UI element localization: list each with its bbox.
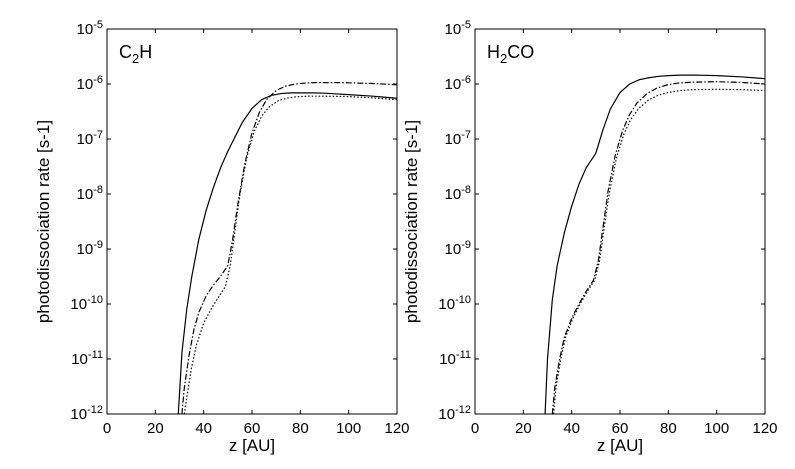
x-tick-label: 0 [471, 420, 479, 437]
x-axis-label: z [AU] [597, 436, 643, 455]
x-tick-label: 80 [292, 420, 309, 437]
y-tick-label: 10-10 [438, 294, 471, 313]
x-tick-label: 60 [612, 420, 629, 437]
y-tick-label: 10-10 [70, 294, 103, 313]
y-tick-label: 10-12 [438, 404, 471, 423]
x-tick-label: 20 [515, 420, 532, 437]
y-tick-label: 10-12 [70, 404, 103, 423]
plot-frame [474, 28, 766, 415]
y-tick-label: 10-9 [77, 239, 103, 258]
series-line-solid [177, 92, 397, 414]
x-tick-label: 40 [563, 420, 580, 437]
series-line-dashdot [551, 81, 765, 414]
y-tick-label: 10-11 [439, 349, 471, 368]
y-tick-label: 10-6 [445, 74, 471, 93]
y-tick-label: 10-11 [71, 349, 103, 368]
x-tick-label: 120 [752, 420, 777, 437]
x-tick-label: 60 [244, 420, 261, 437]
x-tick-label: 80 [660, 420, 677, 437]
panel-title: C2H [119, 42, 152, 66]
y-tick-label: 10-8 [77, 184, 103, 203]
series-line-dotted [183, 95, 397, 414]
y-tick-label: 10-5 [445, 19, 471, 38]
panel-title: H2CO [487, 42, 534, 66]
panel-h2co: 0 20 40 60 80 100 120 10-12 10-11 10-10 10-9 10-8 10… [402, 19, 778, 455]
y-tick-label: 10-9 [445, 239, 471, 258]
y-tick-label: 10-7 [77, 129, 103, 148]
series-line-solid [544, 74, 765, 414]
x-tick-label: 100 [704, 420, 729, 437]
y-axis-label: photodissociation rate [s-1] [34, 120, 53, 323]
x-tick-label: 40 [195, 420, 212, 437]
x-axis-label: z [AU] [229, 436, 275, 455]
plot-frame [106, 28, 398, 415]
x-tick-label: 100 [336, 420, 361, 437]
y-tick-label: 10-7 [445, 129, 471, 148]
series-line-dashdot [181, 82, 397, 414]
panel-c2h: 0 20 40 60 80 100 120 10-12 10-11 10-10 10-9 10-8 10… [34, 19, 410, 455]
y-axis-label: photodissociation rate [s-1] [402, 120, 421, 323]
x-tick-label: 20 [147, 420, 164, 437]
y-tick-label: 10-6 [77, 74, 103, 93]
x-tick-label: 120 [384, 420, 409, 437]
y-tick-label: 10-8 [445, 184, 471, 203]
y-tick-label: 10-5 [77, 19, 103, 38]
series-line-dotted [552, 88, 765, 414]
x-tick-label: 0 [103, 420, 111, 437]
